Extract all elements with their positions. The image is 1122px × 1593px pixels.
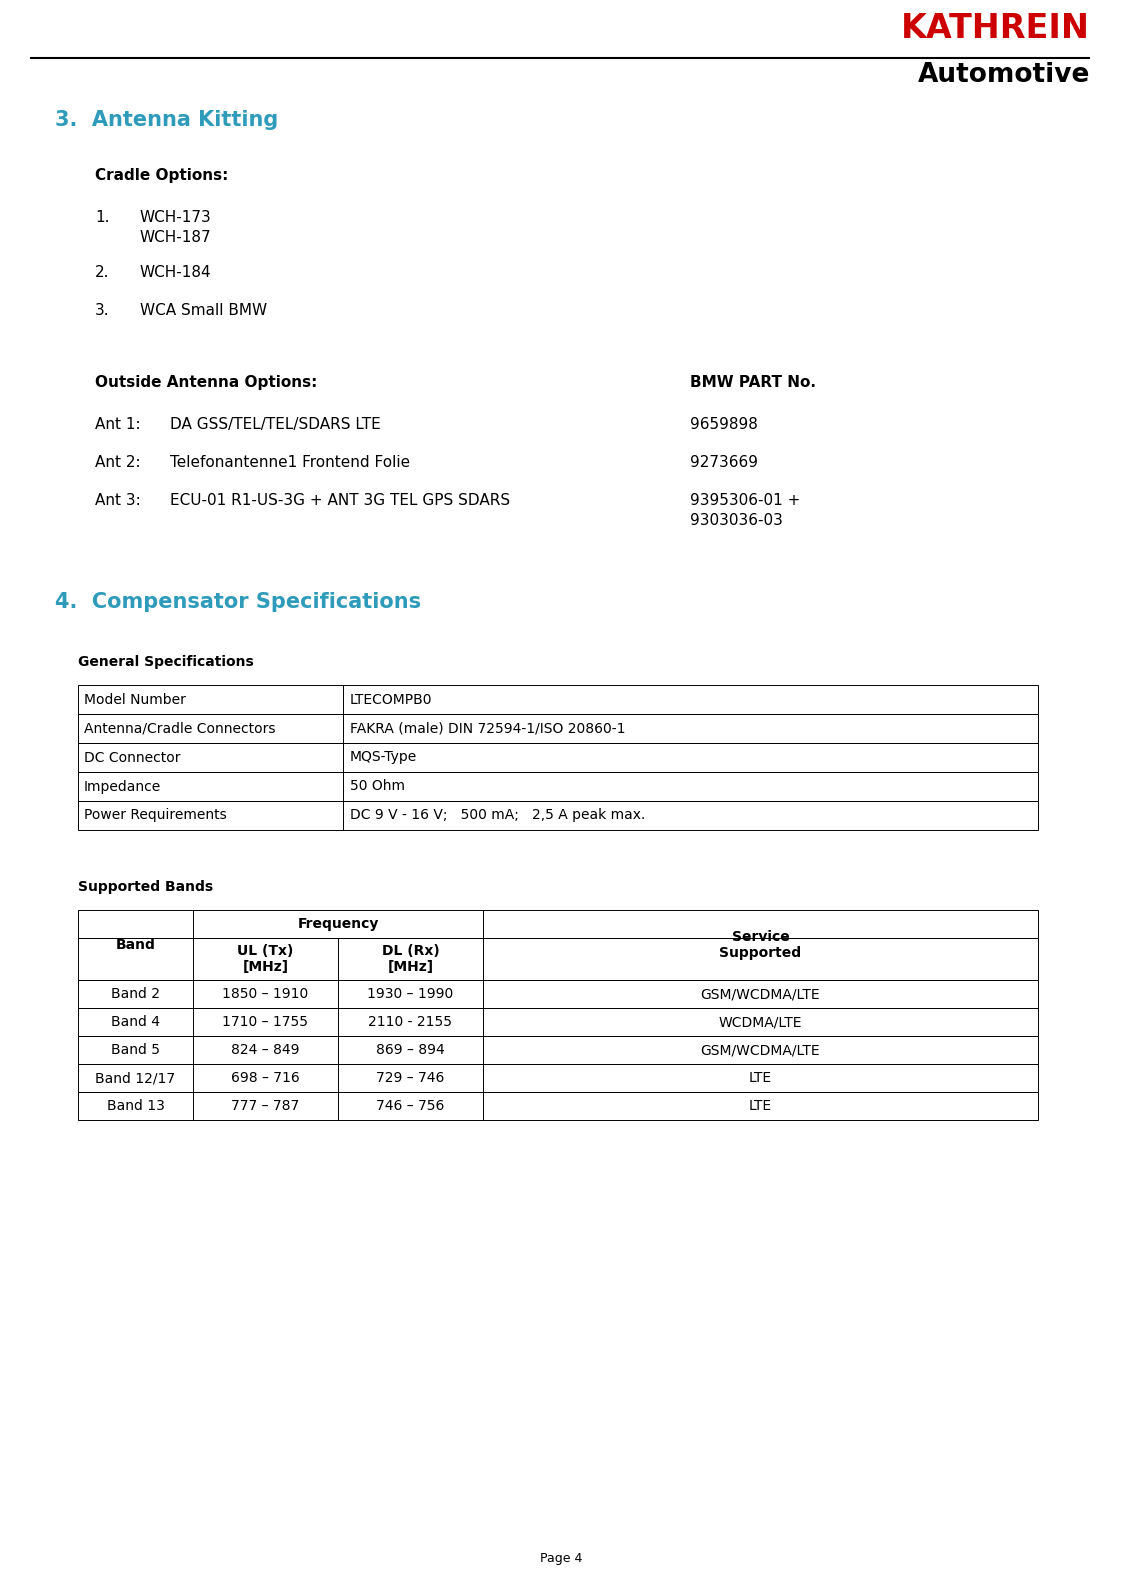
Text: Band 13: Band 13: [107, 1099, 165, 1114]
Text: 1850 – 1910: 1850 – 1910: [222, 988, 309, 1000]
Text: WCDMA/LTE: WCDMA/LTE: [719, 1015, 802, 1029]
Text: Band 5: Band 5: [111, 1043, 160, 1058]
Text: 698 – 716: 698 – 716: [231, 1070, 300, 1085]
Text: DL (Rx)
[MHz]: DL (Rx) [MHz]: [381, 945, 440, 973]
Text: DA GSS/TEL/TEL/SDARS LTE: DA GSS/TEL/TEL/SDARS LTE: [171, 417, 380, 432]
Text: Ant 1:: Ant 1:: [95, 417, 140, 432]
Text: WCA Small BMW: WCA Small BMW: [140, 303, 267, 319]
Text: 746 – 756: 746 – 756: [376, 1099, 444, 1114]
Bar: [79, 714, 1038, 742]
Bar: [79, 801, 1038, 830]
Text: 3.  Antenna Kitting: 3. Antenna Kitting: [55, 110, 278, 131]
Text: 2110 - 2155: 2110 - 2155: [368, 1015, 452, 1029]
Text: Service
Supported: Service Supported: [719, 930, 801, 961]
Text: DC Connector: DC Connector: [84, 750, 181, 765]
Text: WCH-173: WCH-173: [140, 210, 212, 225]
Text: WCH-187: WCH-187: [140, 229, 212, 245]
Text: FAKRA (male) DIN 72594-1/ISO 20860-1: FAKRA (male) DIN 72594-1/ISO 20860-1: [350, 722, 625, 736]
Bar: [79, 1064, 1038, 1091]
Text: Automotive: Automotive: [918, 62, 1089, 88]
Text: Band 12/17: Band 12/17: [95, 1070, 175, 1085]
Text: Page 4: Page 4: [540, 1552, 582, 1564]
Text: 824 – 849: 824 – 849: [231, 1043, 300, 1058]
Text: KATHREIN: KATHREIN: [901, 13, 1089, 45]
Text: 777 – 787: 777 – 787: [231, 1099, 300, 1114]
Text: Telefonantenne1 Frontend Folie: Telefonantenne1 Frontend Folie: [171, 456, 411, 470]
Text: General Specifications: General Specifications: [79, 655, 254, 669]
Text: LTE: LTE: [749, 1099, 772, 1114]
Text: 3.: 3.: [95, 303, 110, 319]
Text: 50 Ohm: 50 Ohm: [350, 779, 405, 793]
Text: GSM/WCDMA/LTE: GSM/WCDMA/LTE: [700, 1043, 820, 1058]
Text: Band 2: Band 2: [111, 988, 160, 1000]
Text: 1710 – 1755: 1710 – 1755: [222, 1015, 309, 1029]
Bar: [79, 1035, 1038, 1064]
Text: MQS-Type: MQS-Type: [350, 750, 417, 765]
Text: DC 9 V - 16 V;   500 mA;   2,5 A peak max.: DC 9 V - 16 V; 500 mA; 2,5 A peak max.: [350, 809, 645, 822]
Bar: [79, 1091, 1038, 1120]
Text: Antenna/Cradle Connectors: Antenna/Cradle Connectors: [84, 722, 276, 736]
Bar: [79, 938, 1038, 980]
Text: GSM/WCDMA/LTE: GSM/WCDMA/LTE: [700, 988, 820, 1000]
Bar: [79, 910, 1038, 938]
Text: Cradle Options:: Cradle Options:: [95, 167, 229, 183]
Bar: [79, 1008, 1038, 1035]
Text: 869 – 894: 869 – 894: [376, 1043, 445, 1058]
Text: 1930 – 1990: 1930 – 1990: [367, 988, 453, 1000]
Text: WCH-184: WCH-184: [140, 264, 212, 280]
Text: Impedance: Impedance: [84, 779, 162, 793]
Text: UL (Tx)
[MHz]: UL (Tx) [MHz]: [238, 945, 294, 973]
Text: 729 – 746: 729 – 746: [376, 1070, 444, 1085]
Text: 2.: 2.: [95, 264, 110, 280]
Text: 9395306-01 +: 9395306-01 +: [690, 492, 800, 508]
Bar: [79, 742, 1038, 773]
Text: LTECOMPB0: LTECOMPB0: [350, 693, 432, 707]
Text: 9303036-03: 9303036-03: [690, 513, 783, 527]
Text: 9659898: 9659898: [690, 417, 757, 432]
Text: Outside Antenna Options:: Outside Antenna Options:: [95, 374, 318, 390]
Text: Band 4: Band 4: [111, 1015, 160, 1029]
Bar: [79, 685, 1038, 714]
Text: Ant 3:: Ant 3:: [95, 492, 140, 508]
Text: 4.  Compensator Specifications: 4. Compensator Specifications: [55, 593, 421, 612]
Text: Ant 2:: Ant 2:: [95, 456, 140, 470]
Bar: [79, 773, 1038, 801]
Text: Band: Band: [116, 938, 156, 953]
Text: Model Number: Model Number: [84, 693, 186, 707]
Text: BMW PART No.: BMW PART No.: [690, 374, 816, 390]
Text: LTE: LTE: [749, 1070, 772, 1085]
Text: Supported Bands: Supported Bands: [79, 879, 213, 894]
Bar: [79, 980, 1038, 1008]
Text: 9273669: 9273669: [690, 456, 758, 470]
Text: 1.: 1.: [95, 210, 110, 225]
Text: ECU-01 R1-US-3G + ANT 3G TEL GPS SDARS: ECU-01 R1-US-3G + ANT 3G TEL GPS SDARS: [171, 492, 511, 508]
Text: Power Requirements: Power Requirements: [84, 809, 227, 822]
Text: Frequency: Frequency: [297, 918, 379, 930]
